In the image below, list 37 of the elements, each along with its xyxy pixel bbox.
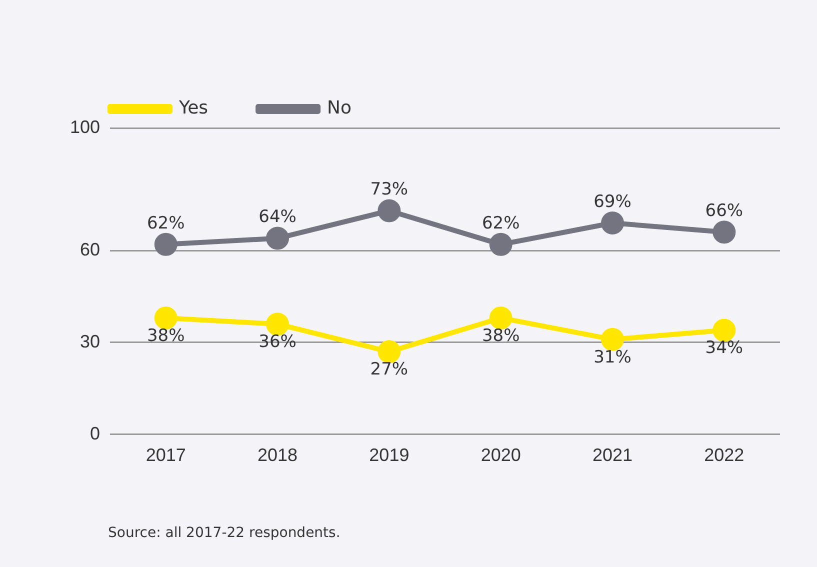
data-label: 38% bbox=[482, 326, 520, 346]
y-tick-label: 30 bbox=[80, 331, 100, 352]
point bbox=[154, 306, 178, 330]
x-tick-label: 2017 bbox=[146, 445, 186, 466]
data-label: 27% bbox=[370, 360, 408, 380]
point bbox=[378, 340, 401, 364]
x-tick-label: 2020 bbox=[480, 445, 521, 466]
x-tick-label: 2019 bbox=[369, 445, 410, 466]
x-tick-label: 2021 bbox=[592, 445, 633, 466]
point bbox=[266, 226, 290, 250]
point bbox=[489, 232, 512, 256]
data-label: 62% bbox=[482, 213, 520, 234]
point bbox=[489, 306, 512, 330]
x-tick-label: 2018 bbox=[258, 445, 298, 466]
x-tick-label: 2022 bbox=[704, 445, 744, 466]
point bbox=[266, 312, 290, 336]
data-label: 66% bbox=[705, 201, 744, 222]
data-label: 36% bbox=[258, 332, 296, 352]
data-label: 31% bbox=[594, 347, 632, 368]
point bbox=[712, 220, 736, 244]
data-label: 73% bbox=[370, 180, 408, 200]
y-tick-label: 60 bbox=[80, 240, 100, 260]
data-label: 62% bbox=[146, 213, 185, 234]
data-label: 38% bbox=[146, 326, 185, 346]
point bbox=[601, 328, 624, 351]
data-label: 69% bbox=[594, 192, 632, 212]
point bbox=[378, 199, 401, 222]
source-note: Source: all 2017-22 respondents. bbox=[108, 525, 340, 541]
point bbox=[712, 318, 736, 342]
data-label: 34% bbox=[705, 338, 744, 358]
point bbox=[154, 232, 178, 256]
legend-label: Yes bbox=[178, 98, 208, 119]
point bbox=[601, 211, 624, 234]
y-tick-label: 0 bbox=[90, 423, 100, 444]
y-tick-label: 100 bbox=[70, 116, 100, 137]
data-label: 64% bbox=[258, 207, 296, 228]
legend-label: No bbox=[327, 98, 352, 119]
